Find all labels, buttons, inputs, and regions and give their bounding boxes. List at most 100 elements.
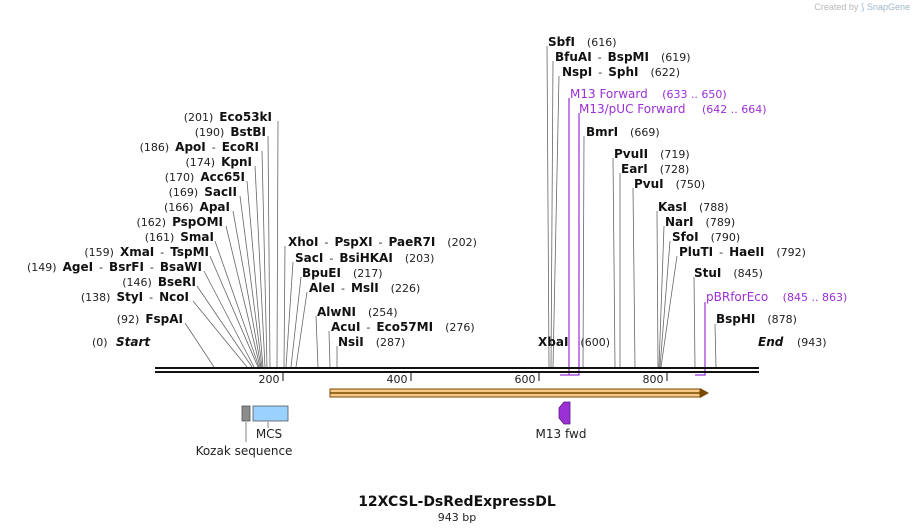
site-label-styi[interactable]: (138) StyI - NcoI [81, 290, 189, 304]
m13-fwd-primer-feature[interactable] [558, 401, 571, 425]
site-label-eco53ki[interactable]: (201) Eco53kI [184, 110, 272, 124]
site-label-nsii[interactable]: NsiI (287) [338, 335, 405, 349]
site-label-pvui[interactable]: PvuI (750) [634, 177, 705, 191]
enzyme-name: BspMI [608, 50, 649, 64]
kozak-label: Kozak sequence [196, 444, 293, 458]
site-position: (201) [184, 111, 214, 124]
site-label-sfoi[interactable]: SfoI (790) [672, 230, 740, 244]
enzyme-name: BstBI [230, 125, 266, 139]
tick-label-200: 200 [259, 373, 280, 386]
primer-label-m13-forward[interactable]: M13 Forward (633 .. 650) [570, 85, 727, 102]
site-label-sacii[interactable]: (169) SacII [169, 185, 237, 199]
site-label-smai[interactable]: (161) SmaI [145, 230, 214, 244]
site-label-apai[interactable]: (166) ApaI [164, 200, 230, 214]
plasmid-length: 943 bp [438, 511, 476, 524]
site-position: (845) [733, 267, 763, 280]
site-label-bsphi[interactable]: BspHI (878) [716, 312, 797, 326]
primer-range: (642 .. 664) [702, 103, 767, 116]
primer-label-pbrforeco[interactable]: pBRforEco (845 .. 863) [706, 288, 847, 305]
site-label-apoi[interactable]: (186) ApoI - EcoRI [140, 140, 259, 154]
site-separator: - [329, 252, 333, 265]
enzyme-name: ApoI [175, 140, 206, 154]
ruler-ticks [282, 373, 668, 381]
left-site-labels: (201) Eco53kI(190) BstBI(186) ApoI - EcoRI(17… [27, 110, 272, 326]
enzyme-name: SbfI [548, 35, 575, 49]
site-label-agei[interactable]: (149) AgeI - BsrFI - BsaWI [27, 260, 202, 274]
enzyme-name: SmaI [180, 230, 214, 244]
site-label-bfuai[interactable]: BfuAI - BspMI (619) [555, 50, 691, 64]
enzyme-name: BfuAI [555, 50, 592, 64]
site-position: (790) [711, 231, 741, 244]
site-position: (186) [140, 141, 170, 154]
tick-label-600: 600 [515, 373, 536, 386]
primer-name: pBRforEco [706, 290, 768, 304]
enzyme-name: KasI [658, 200, 687, 214]
site-position: (138) [81, 291, 111, 304]
site-label-bseri[interactable]: (146) BseRI [122, 275, 196, 289]
site-label-fspai[interactable]: (92) FspAI [117, 312, 183, 326]
site-label-eari[interactable]: EarI (728) [621, 162, 689, 176]
site-label-pvuii[interactable]: PvuII (719) [614, 147, 690, 161]
site-separator: - [150, 261, 154, 274]
enzyme-name: ApaI [200, 200, 230, 214]
site-position: (166) [164, 201, 194, 214]
enzyme-name: PvuI [634, 177, 664, 191]
site-separator: - [379, 236, 383, 249]
right-site-labels: SbfI (616)BfuAI - BspMI (619)NspI - SphI (622)B… [538, 35, 806, 349]
enzyme-name: SacII [204, 185, 237, 199]
site-label-acc65i[interactable]: (170) Acc65I [165, 170, 245, 184]
enzyme-name: SfoI [672, 230, 699, 244]
enzyme-name: BsiHKAI [339, 251, 393, 265]
enzyme-name: BsrFI [109, 260, 144, 274]
enzyme-name: PvuII [614, 147, 648, 161]
site-label-bpuei[interactable]: BpuEI (217) [302, 266, 383, 280]
end-position: (943) [797, 336, 827, 349]
site-position: (788) [699, 201, 729, 214]
enzyme-name: PaeR7I [389, 235, 436, 249]
enzyme-name: EcoRI [222, 140, 259, 154]
primer-label-m13-puc-forward[interactable]: M13/pUC Forward (642 .. 664) [579, 100, 767, 117]
site-label-kasi[interactable]: KasI (788) [658, 200, 729, 214]
site-label-kpni[interactable]: (174) KpnI [186, 155, 253, 169]
site-label-sbfi[interactable]: SbfI (616) [548, 35, 617, 49]
site-label-xbai[interactable]: XbaI (600) [538, 335, 610, 349]
site-label-xhoi[interactable]: XhoI - PspXI - PaeR7I (202) [288, 235, 477, 249]
site-separator: - [149, 291, 153, 304]
site-position: (622) [650, 66, 680, 79]
site-label-stui[interactable]: StuI (845) [694, 266, 763, 280]
site-label-saci[interactable]: SacI - BsiHKAI (203) [295, 251, 434, 265]
site-position: (162) [136, 216, 166, 229]
site-label-alwni[interactable]: AlwNI (254) [317, 305, 398, 319]
enzyme-name: BsaWI [160, 260, 202, 274]
site-position: (92) [117, 313, 140, 326]
mid-site-labels: XhoI - PspXI - PaeR7I (202)SacI - BsiHKAI (203)B… [288, 235, 477, 349]
site-separator: - [212, 141, 216, 154]
tick-label-400: 400 [387, 373, 408, 386]
site-label-pluti[interactable]: PluTI - HaeII (792) [679, 245, 806, 259]
mcs-label: MCS [256, 427, 282, 441]
enzyme-name: NspI [562, 65, 592, 79]
mcs-feature[interactable] [252, 405, 289, 422]
site-label-bstbi[interactable]: (190) BstBI [195, 125, 266, 139]
site-label-xmai[interactable]: (159) XmaI - TspMI [84, 245, 209, 259]
site-label-bmri[interactable]: BmrI (669) [586, 125, 660, 139]
enzyme-name: TspMI [170, 245, 209, 259]
enzyme-name: FspAI [145, 312, 183, 326]
site-label-pspomi[interactable]: (162) PspOMI [136, 215, 223, 229]
m13-fwd-label: M13 fwd [536, 427, 587, 441]
site-position: (202) [447, 236, 477, 249]
site-position: (616) [587, 36, 617, 49]
enzyme-name: StuI [694, 266, 721, 280]
kozak-feature[interactable] [241, 405, 251, 422]
enzyme-name: StyI [116, 290, 143, 304]
site-label-acui[interactable]: AcuI - Eco57MI (276) [331, 320, 475, 334]
enzyme-name: XmaI [120, 245, 154, 259]
site-label-alei[interactable]: AleI - MslI (226) [309, 281, 420, 295]
enzyme-name: BseRI [158, 275, 196, 289]
site-label-nspi[interactable]: NspI - SphI (622) [562, 65, 680, 79]
enzyme-name: HaeII [729, 245, 764, 259]
enzyme-name: SacI [295, 251, 323, 265]
orf-arrow[interactable] [329, 388, 709, 398]
site-label-nari[interactable]: NarI (789) [665, 215, 735, 229]
